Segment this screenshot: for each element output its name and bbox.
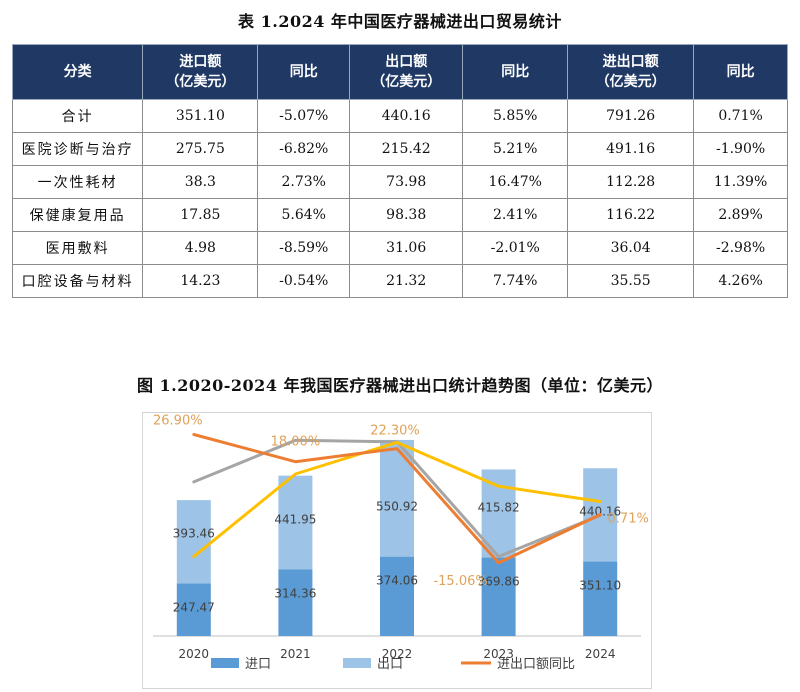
cell-export-yoy: -2.01% bbox=[462, 231, 569, 265]
bar-import bbox=[481, 557, 516, 636]
bar-label-import: 369.86 bbox=[478, 575, 520, 589]
yoy-data-label: -15.06% bbox=[433, 574, 487, 589]
legend-swatch-export bbox=[343, 658, 371, 668]
legend-label-yoy: 进出口额同比 bbox=[497, 657, 575, 672]
x-tick-label: 2020 bbox=[179, 647, 210, 661]
bar-export bbox=[278, 475, 313, 570]
table-title: 表 1.2024 年中国医疗器械进出口贸易统计 bbox=[238, 12, 562, 31]
bar-import bbox=[583, 561, 618, 636]
cell-category: 医院诊断与治疗 bbox=[11, 132, 144, 166]
yoy-data-label: 0.71% bbox=[608, 512, 649, 527]
bar-label-import: 374.06 bbox=[376, 574, 418, 588]
yoy-data-label: 18.00% bbox=[271, 435, 321, 450]
cell-import-yoy: -6.82% bbox=[257, 132, 351, 166]
cell-import: 275.75 bbox=[142, 132, 259, 166]
bar-label-export: 550.92 bbox=[376, 500, 418, 514]
cell-export: 31.06 bbox=[349, 231, 464, 265]
table-row: 一次性耗材 38.3 2.73% 73.98 16.47% 112.28 11.… bbox=[11, 165, 788, 199]
table-row: 医用敷料 4.98 -8.59% 31.06 -2.01% 36.04 -2.9… bbox=[11, 231, 788, 265]
cell-import-yoy: -5.07% bbox=[257, 99, 351, 133]
trend-line-yellow bbox=[192, 440, 602, 559]
cell-import: 38.3 bbox=[142, 165, 259, 199]
yoy-data-label: 22.30% bbox=[370, 424, 420, 439]
cell-import: 14.23 bbox=[142, 264, 259, 298]
cell-import-yoy: -0.54% bbox=[257, 264, 351, 298]
bar-label-import: 314.36 bbox=[274, 586, 316, 600]
cell-export: 440.16 bbox=[349, 99, 464, 133]
cell-category: 口腔设备与材料 bbox=[11, 264, 144, 298]
cell-export: 98.38 bbox=[349, 198, 464, 232]
legend-label-export: 出口 bbox=[377, 657, 403, 672]
cell-total-yoy: 4.26% bbox=[693, 264, 788, 298]
x-tick-label: 2023 bbox=[483, 647, 514, 661]
header-import-yoy: 同比 bbox=[257, 44, 351, 100]
cell-import: 17.85 bbox=[142, 198, 259, 232]
bar-label-export: 415.82 bbox=[478, 501, 520, 515]
bar-label-import: 351.10 bbox=[579, 579, 621, 593]
cell-total-yoy: -1.90% bbox=[693, 132, 788, 166]
cell-total: 112.28 bbox=[567, 165, 695, 199]
cell-total-yoy: 0.71% bbox=[693, 99, 788, 133]
cell-export-yoy: 2.41% bbox=[462, 198, 569, 232]
cell-export-yoy: 5.21% bbox=[462, 132, 569, 166]
header-total-amount: 进出口额 （亿美元） bbox=[567, 44, 695, 100]
table-row: 保健康复用品 17.85 5.64% 98.38 2.41% 116.22 2.… bbox=[11, 198, 788, 232]
cell-total: 791.26 bbox=[567, 99, 695, 133]
cell-category: 合计 bbox=[11, 99, 144, 133]
header-export-yoy: 同比 bbox=[462, 44, 569, 100]
bar-import bbox=[278, 569, 313, 636]
bar-label-export: 440.16 bbox=[579, 505, 621, 519]
cell-category: 保健康复用品 bbox=[11, 198, 144, 232]
chart-title: 图 1.2020-2024 年我国医疗器械进出口统计趋势图（单位：亿美元） bbox=[136, 376, 664, 395]
yoy-line-total bbox=[192, 433, 602, 565]
x-tick-label: 2024 bbox=[585, 647, 616, 661]
cell-category: 一次性耗材 bbox=[11, 165, 144, 199]
cell-total-yoy: 11.39% bbox=[693, 165, 788, 199]
header-export-amount: 出口额 （亿美元） bbox=[349, 44, 464, 100]
trade-statistics-table: 分类 进口额 （亿美元） 同比 出口额 （亿美元） 同比 进出口额 （亿美元） 同比 … bbox=[11, 44, 788, 298]
cell-import: 4.98 bbox=[142, 231, 259, 265]
cell-import-yoy: 5.64% bbox=[257, 198, 351, 232]
table-row: 医院诊断与治疗 275.75 -6.82% 215.42 5.21% 491.1… bbox=[11, 132, 788, 166]
yoy-data-label: 26.90% bbox=[153, 413, 203, 428]
header-total-yoy: 同比 bbox=[693, 44, 788, 100]
cell-export: 73.98 bbox=[349, 165, 464, 199]
cell-category: 医用敷料 bbox=[11, 231, 144, 265]
table-header-row: 分类 进口额 （亿美元） 同比 出口额 （亿美元） 同比 进出口额 （亿美元） 同比 bbox=[11, 44, 788, 100]
bar-label-import: 247.47 bbox=[173, 601, 215, 615]
cell-export-yoy: 16.47% bbox=[462, 165, 569, 199]
cell-export-yoy: 5.85% bbox=[462, 99, 569, 133]
header-import-amount: 进口额 （亿美元） bbox=[142, 44, 259, 100]
legend-label-import: 进口 bbox=[245, 657, 271, 672]
cell-total: 35.55 bbox=[567, 264, 695, 298]
table-row: 合计 351.10 -5.07% 440.16 5.85% 791.26 0.7… bbox=[11, 99, 788, 133]
cell-export: 21.32 bbox=[349, 264, 464, 298]
bar-label-export: 441.95 bbox=[274, 512, 316, 526]
cell-export: 215.42 bbox=[349, 132, 464, 166]
table-row: 口腔设备与材料 14.23 -0.54% 21.32 7.74% 35.55 4… bbox=[11, 264, 788, 298]
cell-total: 491.16 bbox=[567, 132, 695, 166]
legend-swatch-import bbox=[211, 658, 239, 668]
cell-total-yoy: 2.89% bbox=[693, 198, 788, 232]
x-tick-label: 2022 bbox=[382, 647, 413, 661]
bar-export bbox=[176, 500, 211, 584]
cell-import: 351.10 bbox=[142, 99, 259, 133]
trend-chart-svg: 247.47 393.46 2020 314.36 441.95 2021 374.06 55… bbox=[153, 413, 649, 672]
trend-chart: 247.47 393.46 2020 314.36 441.95 2021 374.06 55… bbox=[142, 412, 652, 689]
bar-import bbox=[380, 556, 414, 636]
cell-total: 36.04 bbox=[567, 231, 695, 265]
bar-label-export: 393.46 bbox=[173, 527, 215, 541]
cell-total: 116.22 bbox=[567, 198, 695, 232]
cell-import-yoy: 2.73% bbox=[257, 165, 351, 199]
cell-export-yoy: 7.74% bbox=[462, 264, 569, 298]
cell-import-yoy: -8.59% bbox=[257, 231, 351, 265]
x-tick-label: 2021 bbox=[280, 647, 311, 661]
header-category: 分类 bbox=[11, 44, 144, 100]
bar-import bbox=[176, 583, 211, 636]
cell-total-yoy: -2.98% bbox=[693, 231, 788, 265]
